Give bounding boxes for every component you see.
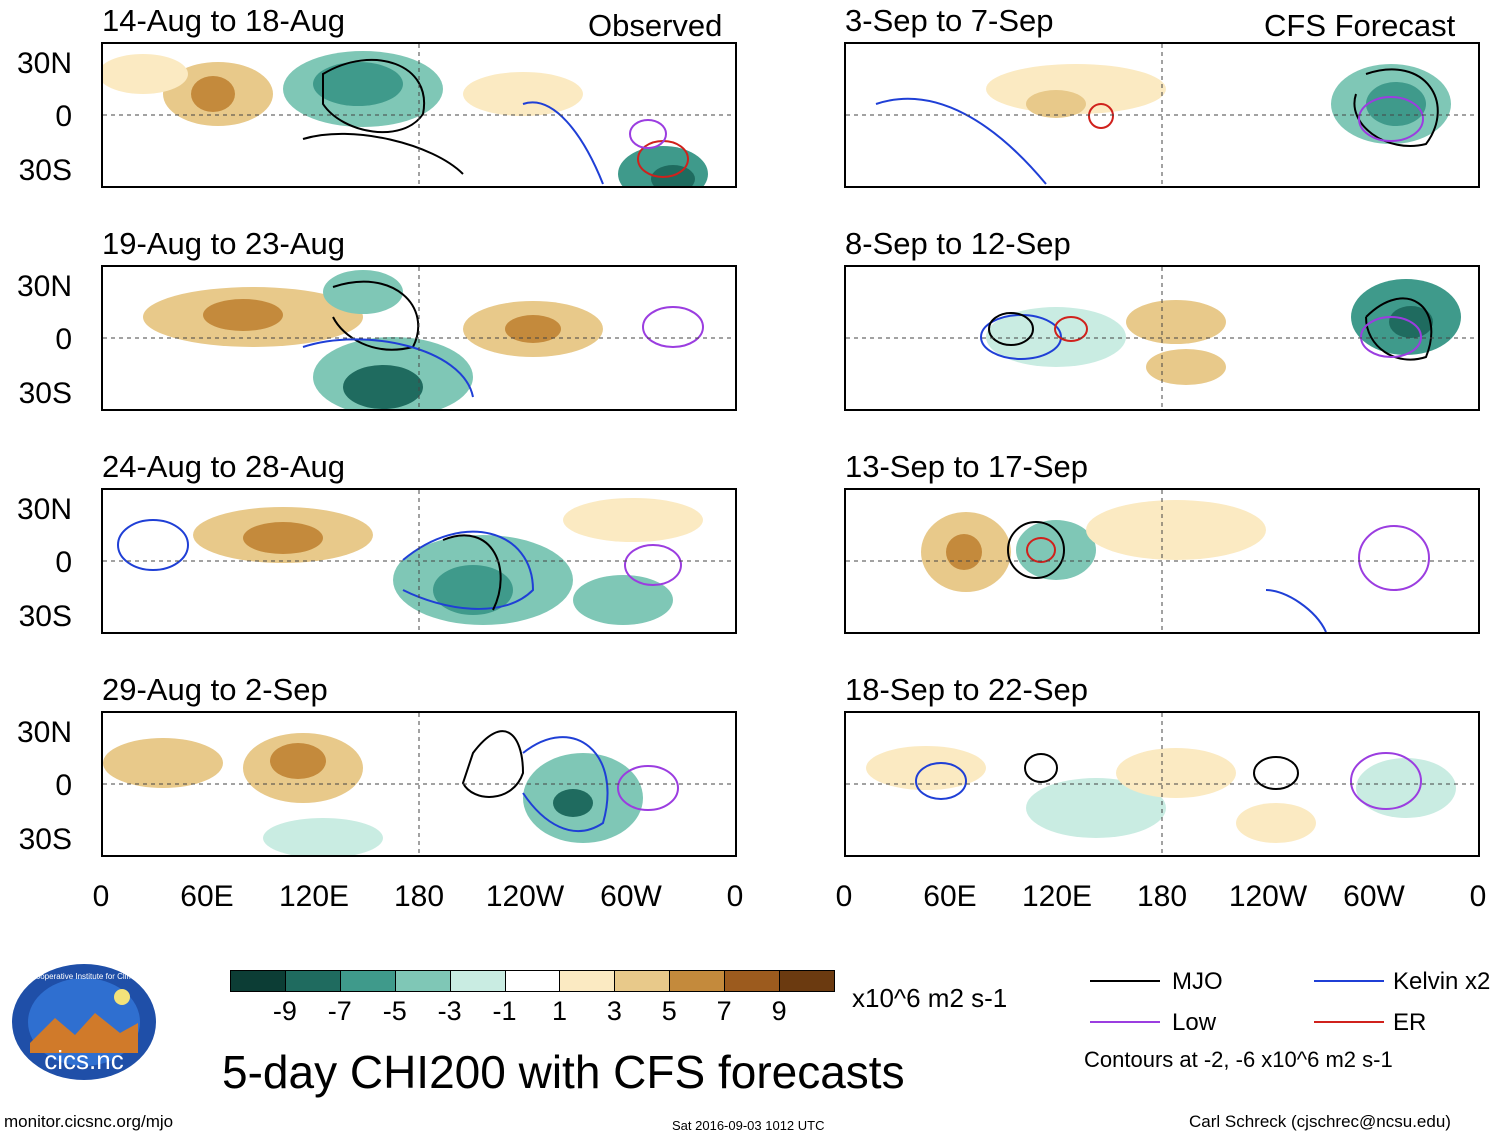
lat-label: 30S: [18, 377, 72, 410]
lat-label: 30S: [18, 823, 72, 856]
colorbar-swatch: [339, 970, 396, 992]
lat-label: 30S: [18, 600, 72, 633]
map-panel-forecast-1: [844, 42, 1480, 188]
panel-title: 13-Sep to 17-Sep: [845, 449, 1089, 484]
panel-title: 3-Sep to 7-Sep: [845, 3, 1054, 38]
lat-label: 0: [55, 323, 72, 356]
map-panel-observed-3: [101, 488, 737, 634]
lon-label: 180: [1136, 880, 1188, 913]
lon-label: 120E: [1021, 880, 1093, 913]
panel-title: 24-Aug to 28-Aug: [102, 449, 346, 484]
panel-title: 19-Aug to 23-Aug: [102, 226, 346, 261]
logo-text: cics.nc: [44, 1045, 124, 1075]
footer-url: monitor.cicsnc.org/mjo: [4, 1112, 174, 1131]
map-panel-forecast-2: [844, 265, 1480, 411]
colorbar-swatch: [284, 970, 341, 992]
map-panel-observed-1: [101, 42, 737, 188]
colorbar-swatch: [504, 970, 561, 992]
lon-label: 120W: [485, 880, 565, 913]
panel-title: 8-Sep to 12-Sep: [845, 226, 1071, 261]
lat-label: 30S: [18, 154, 72, 187]
lon-label: 180: [393, 880, 445, 913]
lat-label: 0: [55, 769, 72, 802]
lon-label: 0: [92, 880, 110, 913]
colorbar-tick-label: 1: [551, 996, 567, 1026]
legend-kelvin-line: [1314, 980, 1384, 982]
logo-ring-text: Cooperative Institute for Climate and Sa…: [30, 973, 140, 981]
lon-label: 0: [835, 880, 853, 913]
colorbar-swatch: [449, 970, 506, 992]
legend-kelvin-label: Kelvin x2: [1393, 968, 1491, 995]
lat-label: 0: [55, 546, 72, 579]
colorbar-tick-label: 7: [716, 996, 732, 1026]
footer-timestamp: Sat 2016-09-03 1012 UTC: [672, 1118, 825, 1133]
legend-er-line: [1314, 1021, 1384, 1023]
map-panel-forecast-4: [844, 711, 1480, 857]
panel-title: 29-Aug to 2-Sep: [102, 672, 328, 707]
lat-label: 30N: [16, 493, 72, 526]
colorbar-units: x10^6 m2 s-1: [852, 983, 1008, 1013]
colorbar-tick-label: 5: [661, 996, 677, 1026]
colorbar-swatch: [559, 970, 616, 992]
lon-label: 60W: [600, 880, 662, 913]
colorbar-tick-label: -1: [492, 996, 517, 1026]
observed-header: Observed: [588, 8, 723, 43]
lon-label: 0: [726, 880, 744, 913]
colorbar-swatch: [614, 970, 671, 992]
map-panel-observed-2: [101, 265, 737, 411]
footer-author: Carl Schreck (cjschrec@ncsu.edu): [1189, 1112, 1451, 1131]
lat-label: 0: [55, 100, 72, 133]
colorbar-swatch: [669, 970, 726, 992]
legend-er-label: ER: [1393, 1009, 1427, 1036]
colorbar-tick-label: -5: [382, 996, 407, 1026]
panel-title: 18-Sep to 22-Sep: [845, 672, 1089, 707]
lat-label: 30N: [16, 47, 72, 80]
colorbar-swatch: [394, 970, 451, 992]
colorbar-swatch: [779, 970, 835, 992]
map-panel-forecast-3: [844, 488, 1480, 634]
colorbar-tick-label: 3: [606, 996, 622, 1026]
legend-low-line: [1090, 1021, 1160, 1023]
cics-logo: cics.nc Cooperative Institute for Climat…: [10, 963, 158, 1081]
main-title: 5-day CHI200 with CFS forecasts: [222, 1046, 905, 1098]
legend-low-label: Low: [1172, 1009, 1217, 1036]
colorbar-tick-label: -7: [327, 996, 352, 1026]
colorbar-swatch: [724, 970, 781, 992]
lat-label: 30N: [16, 270, 72, 303]
lon-label: 120W: [1228, 880, 1308, 913]
legend-mjo-label: MJO: [1172, 968, 1223, 995]
legend-mjo-line: [1090, 980, 1160, 982]
colorbar-swatch: [230, 970, 286, 992]
lon-label: 120E: [278, 880, 350, 913]
forecast-header: CFS Forecast: [1264, 8, 1456, 43]
map-panel-observed-4: [101, 711, 737, 857]
colorbar-tick-label: -3: [437, 996, 462, 1026]
colorbar-labels: -9 -7 -5 -3 -1 1 3 5 7 9: [230, 998, 834, 1028]
colorbar: [230, 970, 835, 992]
lon-label: 60W: [1343, 880, 1405, 913]
colorbar-tick-label: -9: [272, 996, 297, 1026]
lon-label: 60E: [180, 880, 234, 913]
legend-note: Contours at -2, -6 x10^6 m2 s-1: [1084, 1047, 1393, 1072]
lat-label: 30N: [16, 716, 72, 749]
colorbar-tick-label: 9: [771, 996, 787, 1026]
lon-label: 60E: [923, 880, 977, 913]
lon-label: 0: [1469, 880, 1487, 913]
panel-title: 14-Aug to 18-Aug: [102, 3, 346, 38]
